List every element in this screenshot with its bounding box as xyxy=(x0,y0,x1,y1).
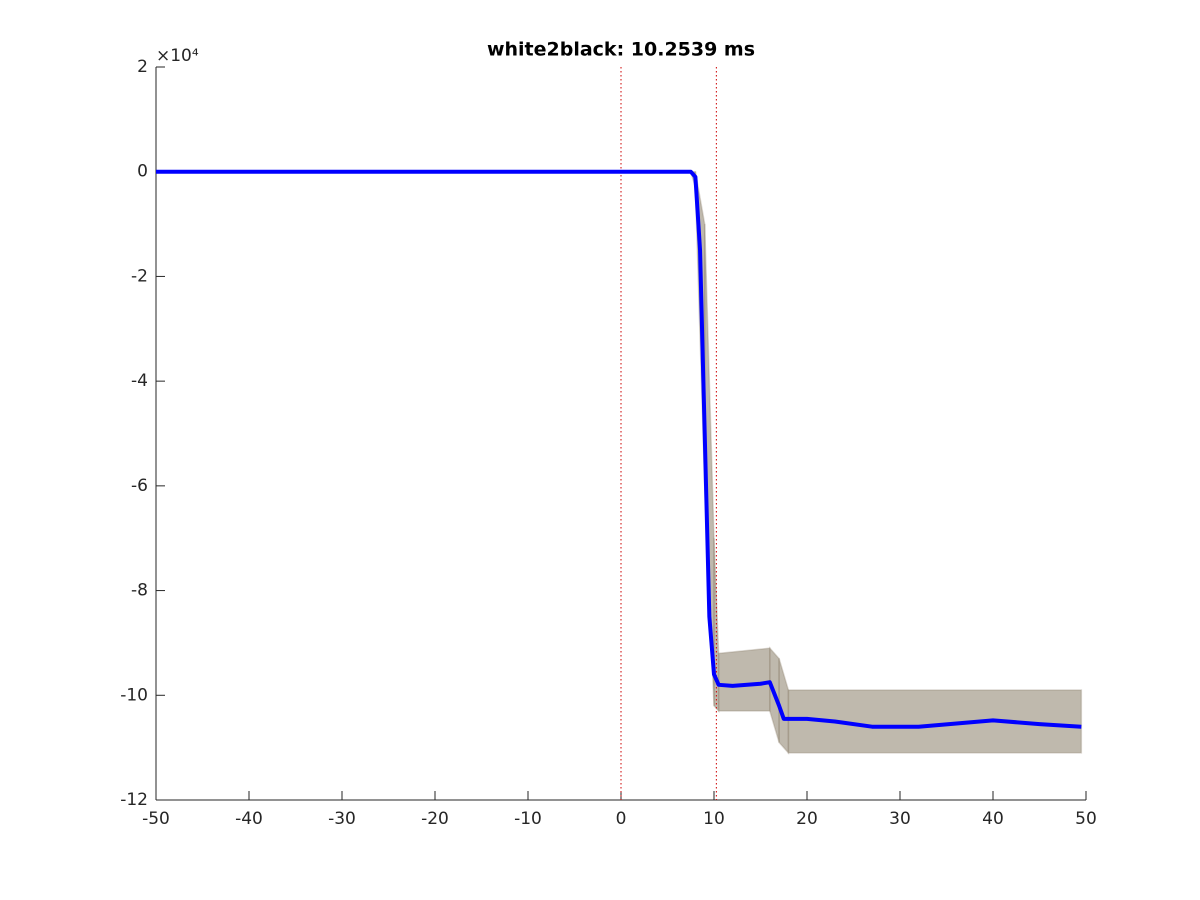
x-tick-label: 20 xyxy=(796,809,818,829)
y-tick-label: 2 xyxy=(137,57,148,77)
x-tick-label: 50 xyxy=(1075,809,1097,829)
y-tick-label: -10 xyxy=(120,685,148,705)
trace-band xyxy=(787,689,1083,754)
chart-title: white2black: 10.2539 ms xyxy=(487,39,755,61)
x-tick-label: 40 xyxy=(982,809,1004,829)
x-tick-label: -30 xyxy=(328,809,356,829)
y-tick-label: -6 xyxy=(131,476,148,496)
y-tick-label: -12 xyxy=(120,790,148,810)
mean-line xyxy=(156,169,1082,729)
y-tick-label: -4 xyxy=(131,371,148,391)
trace-band xyxy=(717,647,771,712)
y-tick-label: -8 xyxy=(131,581,148,601)
y-tick-label: -2 xyxy=(131,266,148,286)
y-exponent: ×10⁴ xyxy=(156,46,199,66)
x-tick-label: -10 xyxy=(514,809,542,829)
x-tick-label: -40 xyxy=(235,809,263,829)
x-tick-label: 10 xyxy=(703,809,725,829)
x-tick-label: 30 xyxy=(889,809,911,829)
x-tick-label: -50 xyxy=(142,809,170,829)
y-tick-label: 0 xyxy=(137,162,148,182)
x-tick-label: -20 xyxy=(421,809,449,829)
x-tick-label: 0 xyxy=(616,809,627,829)
